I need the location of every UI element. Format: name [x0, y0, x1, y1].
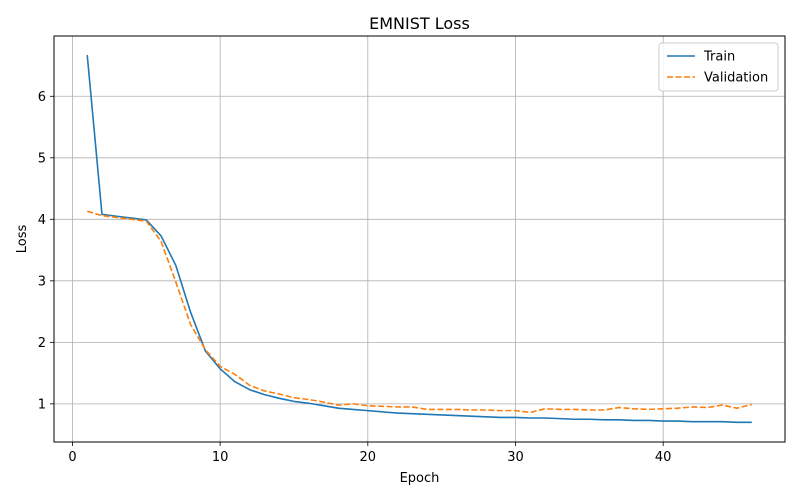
plot-frame [53, 35, 786, 443]
series-lines [86, 54, 752, 424]
y-axis-label: Loss [15, 225, 30, 254]
y-tick-label: 1 [38, 397, 46, 412]
y-tick-label: 6 [38, 90, 46, 105]
x-tick-label: 30 [507, 450, 524, 465]
y-tick-label: 5 [38, 151, 46, 166]
x-tick-label: 40 [655, 450, 672, 465]
y-tick-label: 2 [38, 336, 46, 351]
legend-label-validation: Validation [704, 71, 768, 86]
legend-label-train: Train [703, 50, 735, 65]
series-line-train [86, 54, 752, 424]
legend: Train Validation [658, 42, 779, 92]
axis-ticks: 0 10 20 30 40 1 2 3 4 5 6 [38, 90, 672, 465]
series-line-validation [87, 210, 752, 414]
x-axis-label: Epoch [400, 471, 440, 486]
x-tick-label: 20 [360, 450, 377, 465]
x-tick-label: 10 [212, 450, 229, 465]
chart-title: EMNIST Loss [369, 14, 470, 33]
grid-lines [54, 36, 785, 442]
y-tick-label: 3 [38, 274, 46, 289]
legend-box [658, 42, 779, 92]
y-tick-label: 4 [38, 213, 46, 228]
x-tick-label: 0 [68, 450, 76, 465]
